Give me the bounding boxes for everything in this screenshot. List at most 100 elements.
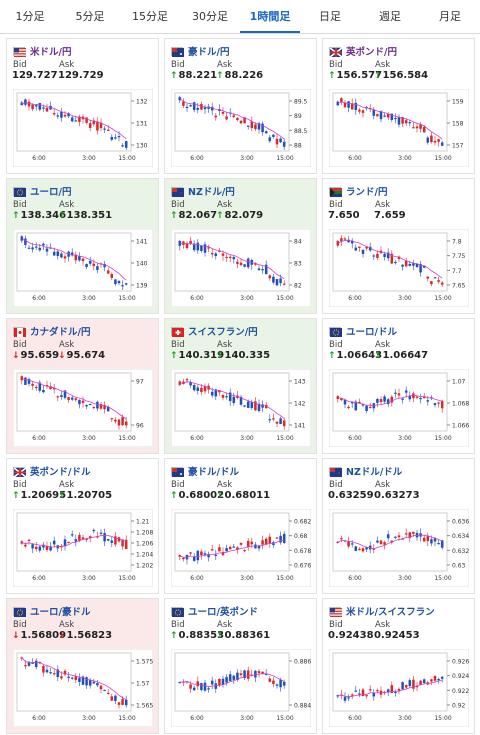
candle-body [60,676,63,679]
candle-body [243,670,246,678]
candle-body [272,134,275,137]
pair-name[interactable]: カナダドル/円 [30,327,91,338]
y-tick-label: 7.8 [452,239,462,246]
x-tick-label: 3:00 [240,155,254,162]
pair-name[interactable]: ランド/円 [346,187,388,198]
candle-body [433,277,437,279]
mini-candlestick-chart[interactable]: 132 131 130 6:00 3:00 15:00 [13,89,153,167]
rate-card[interactable]: ユーロ/ドル Bid Ask ↑1.06643 ↑1.06647 1.07 1.068 1.0… [322,318,475,454]
candle-body [236,672,239,681]
mini-candlestick-chart[interactable]: 159 158 157 6:00 3:00 15:00 [329,89,469,167]
x-tick-label: 6:00 [190,435,204,442]
tab-2[interactable]: 15分足 [132,10,168,23]
candle-body [63,114,67,117]
pair-name[interactable]: 豪ドル/円 [188,47,230,58]
candle-body [415,396,419,398]
candle-body [34,660,38,668]
pair-name[interactable]: ユーロ/英ポンド [188,607,258,618]
candle-body [376,398,379,403]
pair-name[interactable]: ユーロ/円 [30,187,72,198]
pair-name[interactable]: NZドル/円 [188,187,235,198]
rate-card[interactable]: ユーロ/豪ドル Bid Ask ↓1.56809 ↓1.56823 1.575 1.57 1.… [6,598,159,734]
rate-card[interactable]: 米ドル/スイスフラン Bid Ask 0.92438 0.92453 0.926 0.924… [322,598,475,734]
rate-card[interactable]: NZドル/円 Bid Ask ↑82.067 ↑82.079 84 83 82 6:00 3:00… [164,178,317,314]
chart-svg: 0.636 0.634 0.632 0.63 6:00 3:00 15:00 [329,509,469,587]
x-tick-label: 15:00 [276,155,293,162]
mini-candlestick-chart[interactable]: 84 83 82 6:00 3:00 15:00 [171,229,311,307]
candle-body [372,255,376,257]
mini-candlestick-chart[interactable]: 1.21 1.208 1.206 1.204 1.202 6:00 3:00 15:00 [13,509,153,587]
rate-card[interactable]: ランド/円 Bid Ask 7.650 7.659 7.8 7.75 7.7 7.65 6:00 3… [322,178,475,314]
rate-card[interactable]: スイスフラン/円 Bid Ask ↑140.319 ↑140.335 143 142 141 6… [164,318,317,454]
x-tick-label: 3:00 [82,435,96,442]
tab-1[interactable]: 5分足 [75,10,105,23]
mini-candlestick-chart[interactable]: 0.636 0.634 0.632 0.63 6:00 3:00 15:00 [329,509,469,587]
x-tick-label: 15:00 [434,155,451,162]
rate-card[interactable]: NZドル/ドル Bid Ask 0.63259 0.63273 0.636 0.634 0.6… [322,458,475,594]
tab-5[interactable]: 日足 [319,10,341,23]
candle-body [368,689,372,691]
rate-card[interactable]: 英ポンド/円 Bid Ask ↑156.577 ↑156.584 159 158 157 6:0… [322,38,475,174]
mini-candlestick-chart[interactable]: 141 140 139 6:00 3:00 15:00 [13,229,153,307]
x-tick-label: 6:00 [32,155,46,162]
candle-body [221,253,225,256]
rate-card[interactable]: 英ポンド/ドル Bid Ask ↑1.20695 ↑1.20705 1.21 1.208 1.… [6,458,159,594]
candle-body [390,113,394,120]
x-tick-label: 15:00 [276,295,293,302]
rate-card[interactable]: カナダドル/円 Bid Ask ↓95.659 ↓95.674 97 96 6:00 3:00 1… [6,318,159,454]
tab-0[interactable]: 1分足 [15,10,45,23]
pair-name[interactable]: 豪ドル/ドル [188,467,239,478]
pair-name[interactable]: 英ポンド/ドル [30,467,91,478]
candle-body [365,246,368,249]
candle-body [210,106,214,111]
mini-candlestick-chart[interactable]: 1.575 1.57 1.565 6:00 3:00 15:00 [13,649,153,727]
card-header: 豪ドル/円 [171,44,229,58]
candle-body [336,541,340,543]
pair-name[interactable]: スイスフラン/円 [188,327,258,338]
candle-body [49,247,52,249]
moving-average-line [179,673,285,688]
rate-card[interactable]: 米ドル/円 Bid Ask 129.727 129.729 132 131 130 6:00 3:… [6,38,159,174]
mini-candlestick-chart[interactable]: 0.886 0.884 6:00 3:00 15:00 [171,649,311,727]
candle-body [24,377,27,385]
pair-name[interactable]: NZドル/ドル [346,467,403,478]
candle-body [228,392,232,401]
mini-candlestick-chart[interactable]: 143 142 141 6:00 3:00 15:00 [171,369,311,447]
candle-body [347,697,350,699]
pair-name[interactable]: 米ドル/スイスフラン [346,607,435,618]
candle-body [67,397,70,400]
pair-name[interactable]: ユーロ/ドル [346,327,397,338]
candle-body [279,679,282,688]
mini-candlestick-chart[interactable]: 0.682 0.68 0.678 0.676 6:00 3:00 15:00 [171,509,311,587]
rate-card[interactable]: ユーロ/英ポンド Bid Ask ↑0.88353 ↑0.88361 0.886 0.884… [164,598,317,734]
bid-label: Bid [171,200,185,210]
pair-name[interactable]: 英ポンド/円 [346,47,397,58]
candle-body [106,407,110,412]
candle-body [114,419,117,422]
bid-value: 82.067 [178,210,218,221]
candle-body [397,393,401,396]
candle-body [225,396,228,398]
tab-3[interactable]: 30分足 [192,10,228,23]
pair-name[interactable]: 米ドル/円 [30,47,72,58]
mini-candlestick-chart[interactable]: 89.5 89 88.5 88 6:00 3:00 15:00 [171,89,311,167]
tab-6[interactable]: 週足 [379,10,401,23]
rate-card[interactable]: ユーロ/円 Bid Ask ↑138.346 ↑138.351 141 140 139 6:00… [6,178,159,314]
chart-svg: 97 96 6:00 3:00 15:00 [13,369,153,447]
x-tick-label: 15:00 [434,295,451,302]
rate-card[interactable]: 豪ドル/ドル Bid Ask ↑0.68002 ↑0.68011 0.682 0.68 0.6… [164,458,317,594]
chart-background [13,229,153,307]
moving-average-line [179,98,285,140]
mini-candlestick-chart[interactable]: 97 96 6:00 3:00 15:00 [13,369,153,447]
candle-body [340,538,343,540]
card-header: カナダドル/円 [13,324,90,338]
down-arrow-icon: ↓ [58,351,66,361]
tab-4[interactable]: 1時間足 [240,0,300,33]
mini-candlestick-chart[interactable]: 7.8 7.75 7.7 7.65 6:00 3:00 15:00 [329,229,469,307]
tab-7[interactable]: 月足 [439,10,461,23]
ask-label: Ask [59,340,75,350]
mini-candlestick-chart[interactable]: 1.07 1.068 1.066 6:00 3:00 15:00 [329,369,469,447]
pair-name[interactable]: ユーロ/豪ドル [30,607,91,618]
rate-card[interactable]: 豪ドル/円 Bid Ask ↑88.221 ↑88.226 89.5 89 88.5 88 6:0… [164,38,317,174]
mini-candlestick-chart[interactable]: 0.926 0.924 0.922 0.92 6:00 3:00 15:00 [329,649,469,727]
